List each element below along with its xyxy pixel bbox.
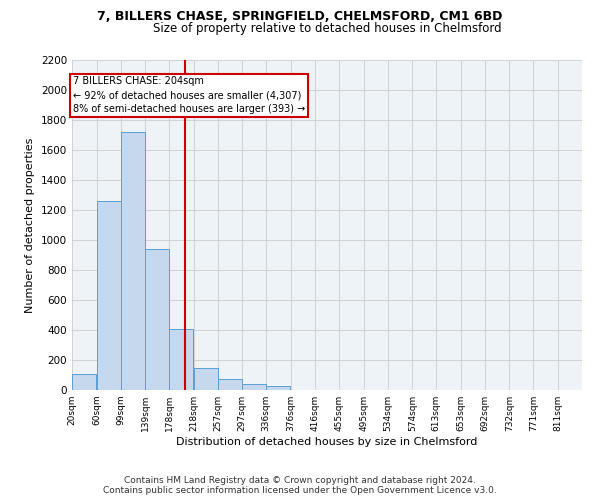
- Title: Size of property relative to detached houses in Chelmsford: Size of property relative to detached ho…: [152, 22, 502, 35]
- Y-axis label: Number of detached properties: Number of detached properties: [25, 138, 35, 312]
- Text: 7 BILLERS CHASE: 204sqm
← 92% of detached houses are smaller (4,307)
8% of semi-: 7 BILLERS CHASE: 204sqm ← 92% of detache…: [73, 76, 305, 114]
- Bar: [266, 386, 290, 390]
- Bar: [121, 132, 145, 390]
- Bar: [169, 329, 193, 390]
- X-axis label: Distribution of detached houses by size in Chelmsford: Distribution of detached houses by size …: [176, 437, 478, 447]
- Bar: [97, 200, 121, 390]
- Bar: [242, 384, 266, 390]
- Bar: [218, 379, 242, 390]
- Bar: [72, 374, 96, 390]
- Bar: [145, 249, 169, 390]
- Text: Contains HM Land Registry data © Crown copyright and database right 2024.
Contai: Contains HM Land Registry data © Crown c…: [103, 476, 497, 495]
- Text: 7, BILLERS CHASE, SPRINGFIELD, CHELMSFORD, CM1 6BD: 7, BILLERS CHASE, SPRINGFIELD, CHELMSFOR…: [97, 10, 503, 23]
- Bar: [194, 368, 218, 390]
